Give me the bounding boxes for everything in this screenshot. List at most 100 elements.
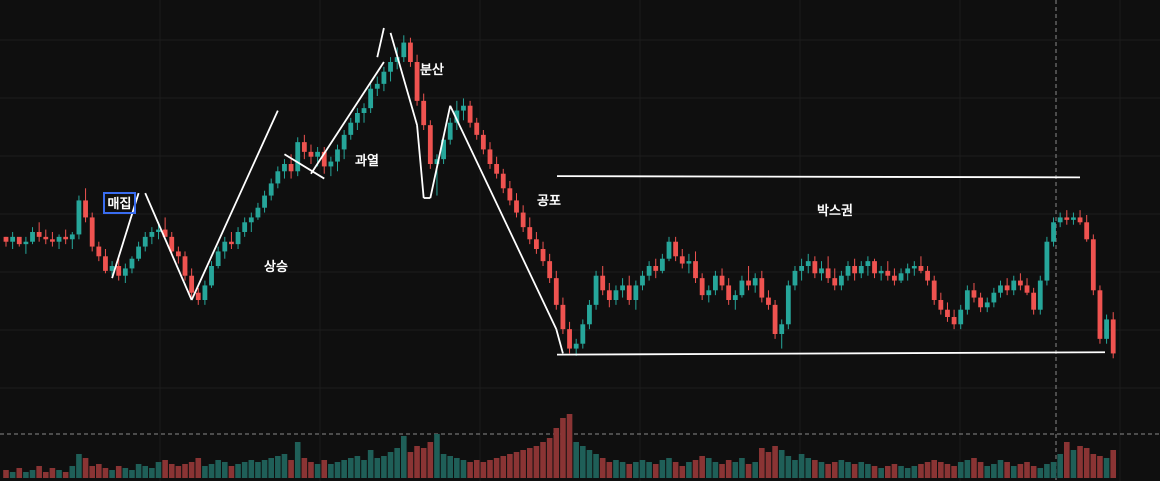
candle-body-72 <box>480 134 486 150</box>
candle-24 <box>162 217 168 237</box>
volume-bar-6 <box>42 472 49 478</box>
candle-77 <box>514 193 519 218</box>
candle-body-97 <box>646 266 652 276</box>
volume-bar-160 <box>1064 442 1070 478</box>
candle-21 <box>142 232 148 252</box>
candle-5 <box>36 222 42 242</box>
candle-40 <box>268 178 274 201</box>
candle-76 <box>507 181 513 206</box>
candle-body-106 <box>706 290 712 296</box>
candle-71 <box>474 117 480 140</box>
candle-body-128 <box>852 266 858 274</box>
candle-body-38 <box>255 207 261 218</box>
candle-body-13 <box>89 217 95 247</box>
candle-body-109 <box>726 285 732 300</box>
candle-136 <box>905 263 911 281</box>
candle-55 <box>368 83 374 113</box>
candle-body-69 <box>461 105 466 111</box>
candle-body-50 <box>335 149 340 162</box>
candle-body-85 <box>567 329 572 349</box>
candle-body-31 <box>209 266 214 286</box>
volume-bar-49 <box>328 464 334 478</box>
candle-body-120 <box>799 266 804 271</box>
candle-body-35 <box>235 232 241 245</box>
candle-156 <box>1037 275 1043 315</box>
candle-body-161 <box>1071 217 1076 220</box>
volume-bar-156 <box>1037 468 1044 478</box>
candle-body-145 <box>964 290 970 310</box>
candle-34 <box>229 232 234 249</box>
candle-body-101 <box>673 241 679 257</box>
candle-78 <box>520 205 526 232</box>
volume-bar-105 <box>699 456 705 478</box>
volume-bar-149 <box>991 464 997 478</box>
candle-body-130 <box>865 261 871 266</box>
candle-body-84 <box>560 304 566 330</box>
volume-bar-34 <box>228 466 235 478</box>
candle-body-135 <box>898 273 904 281</box>
candle-body-43 <box>288 164 294 172</box>
candle-body-105 <box>699 278 705 296</box>
candle-body-127 <box>845 266 851 276</box>
candle-116 <box>772 300 778 339</box>
candle-105 <box>699 273 705 300</box>
candle-8 <box>56 234 62 249</box>
candle-body-28 <box>189 275 195 293</box>
volume-bars <box>3 414 1117 478</box>
candle-155 <box>1031 287 1037 315</box>
volume-bar-114 <box>759 448 765 478</box>
volume-bar-146 <box>971 458 977 478</box>
candle-body-124 <box>825 268 831 279</box>
candle-body-102 <box>679 256 685 264</box>
candle-104 <box>693 251 698 283</box>
candle-body-42 <box>282 164 287 172</box>
candle-body-12 <box>83 200 88 218</box>
candle-100 <box>666 236 672 262</box>
candle-body-33 <box>222 241 228 252</box>
candle-142 <box>945 302 950 322</box>
volume-bar-64 <box>427 442 434 478</box>
candle-93 <box>620 278 625 298</box>
candle-86 <box>573 338 579 356</box>
trend-10 <box>429 105 452 199</box>
volume-bar-158 <box>1050 462 1057 478</box>
volume-bar-17 <box>115 466 122 478</box>
volume-bar-110 <box>732 462 739 478</box>
candle-131 <box>872 258 877 279</box>
volume-bar-123 <box>818 462 825 478</box>
candle-15 <box>103 249 108 274</box>
candle-89 <box>593 270 599 310</box>
candle-body-41 <box>275 171 281 184</box>
candle-137 <box>911 261 917 276</box>
candle-75 <box>500 168 506 194</box>
volume-bar-116 <box>772 446 778 478</box>
volume-bar-102 <box>679 466 686 478</box>
candle-27 <box>182 251 188 281</box>
candle-body-44 <box>295 142 301 172</box>
candle-82 <box>547 253 553 283</box>
candle-140 <box>931 275 937 305</box>
candle-body-0 <box>3 236 9 242</box>
annotation-accum: 매집 <box>103 192 136 214</box>
candle-body-65 <box>434 159 440 164</box>
candle-body-146 <box>971 290 977 298</box>
volume-bar-8 <box>56 470 62 478</box>
candle-18 <box>122 263 128 283</box>
candle-16 <box>109 261 115 276</box>
candle-33 <box>222 236 228 259</box>
box-top-line <box>556 175 1081 179</box>
volume-bar-89 <box>593 454 599 478</box>
candle-102 <box>679 249 685 269</box>
annotation-fear: 공포 <box>537 194 561 209</box>
candle-body-73 <box>487 149 493 164</box>
candle-29 <box>195 287 201 305</box>
candle-127 <box>845 261 851 281</box>
candle-body-115 <box>766 297 771 305</box>
volume-bar-16 <box>109 470 115 478</box>
candle-body-19 <box>129 258 135 269</box>
volume-bar-155 <box>1030 466 1037 478</box>
candle-110 <box>732 290 738 310</box>
candle-42 <box>282 159 287 179</box>
candle-body-139 <box>925 270 930 281</box>
candle-body-24 <box>162 229 168 237</box>
